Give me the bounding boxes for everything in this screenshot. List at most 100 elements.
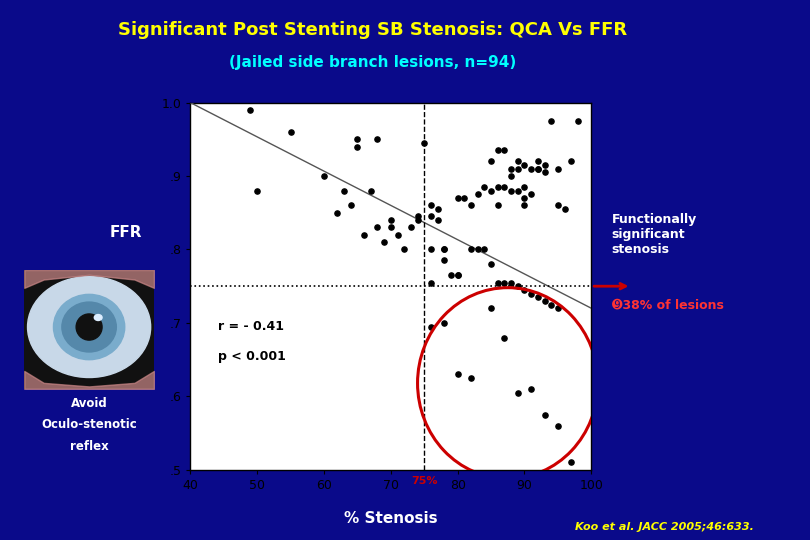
Point xyxy=(484,157,497,166)
Text: FFR: FFR xyxy=(109,225,142,240)
Point xyxy=(424,245,437,254)
Point xyxy=(351,143,364,151)
Point xyxy=(250,186,263,195)
Point xyxy=(511,157,524,166)
Ellipse shape xyxy=(53,294,125,360)
Point xyxy=(491,201,504,210)
Text: ➒38% of lesions: ➒38% of lesions xyxy=(612,299,723,312)
Point xyxy=(471,190,484,199)
Point xyxy=(465,374,478,382)
Point xyxy=(244,106,257,114)
Point xyxy=(437,245,450,254)
Point xyxy=(571,117,584,125)
Point xyxy=(531,164,544,173)
Point xyxy=(424,322,437,331)
Point xyxy=(351,135,364,144)
Point xyxy=(284,127,297,136)
Point xyxy=(445,271,458,280)
Point xyxy=(544,117,557,125)
Point xyxy=(518,201,531,210)
Point xyxy=(451,271,464,280)
Point xyxy=(330,208,343,217)
Ellipse shape xyxy=(62,302,117,352)
Text: r = - 0.41: r = - 0.41 xyxy=(219,320,284,333)
Point xyxy=(538,296,551,305)
Point xyxy=(491,183,504,191)
Point xyxy=(525,289,538,298)
Point xyxy=(518,183,531,191)
Point xyxy=(377,238,390,246)
Point xyxy=(484,260,497,268)
Point xyxy=(525,164,538,173)
Point xyxy=(518,194,531,202)
Point xyxy=(451,194,464,202)
Point xyxy=(478,245,491,254)
Point xyxy=(498,183,511,191)
Point xyxy=(384,223,397,232)
Point xyxy=(505,278,518,287)
Point xyxy=(391,231,404,239)
Text: Koo et al. JACC 2005;46:633.: Koo et al. JACC 2005;46:633. xyxy=(575,522,753,531)
Point xyxy=(411,216,424,225)
Point xyxy=(465,201,478,210)
Point xyxy=(437,256,450,265)
Text: Oculo-stenotic: Oculo-stenotic xyxy=(41,418,137,431)
Point xyxy=(538,410,551,419)
Point xyxy=(424,201,437,210)
Point xyxy=(451,370,464,379)
Point xyxy=(491,146,504,154)
Point xyxy=(531,157,544,166)
Point xyxy=(471,245,484,254)
Point xyxy=(431,205,444,213)
Point xyxy=(318,172,330,180)
Point xyxy=(552,201,565,210)
Point xyxy=(498,278,511,287)
Point xyxy=(465,245,478,254)
Point xyxy=(505,164,518,173)
Point xyxy=(451,271,464,280)
Point xyxy=(411,212,424,221)
Point xyxy=(565,157,578,166)
Text: Significant Post Stenting SB Stenosis: QCA Vs FFR: Significant Post Stenting SB Stenosis: Q… xyxy=(118,21,627,39)
Point xyxy=(418,139,431,147)
Point xyxy=(357,231,370,239)
Point xyxy=(478,183,491,191)
Point xyxy=(484,304,497,313)
Point xyxy=(498,146,511,154)
Point xyxy=(552,304,565,313)
Point xyxy=(538,168,551,177)
Point xyxy=(511,186,524,195)
Point xyxy=(511,164,524,173)
Point xyxy=(424,278,437,287)
Point xyxy=(505,186,518,195)
Text: Avoid: Avoid xyxy=(70,397,108,410)
Point xyxy=(437,245,450,254)
Point xyxy=(491,278,504,287)
Point xyxy=(384,216,397,225)
Point xyxy=(525,384,538,393)
Point xyxy=(398,245,411,254)
Point xyxy=(371,223,384,232)
Point xyxy=(437,319,450,327)
Point xyxy=(518,286,531,294)
Point xyxy=(558,205,571,213)
Text: reflex: reflex xyxy=(70,440,109,453)
Point xyxy=(371,135,384,144)
Text: Functionally
significant
stenosis: Functionally significant stenosis xyxy=(612,213,697,256)
Text: p < 0.001: p < 0.001 xyxy=(219,349,286,363)
Point xyxy=(531,164,544,173)
Ellipse shape xyxy=(94,314,102,320)
Point xyxy=(364,186,377,195)
Point xyxy=(458,194,471,202)
Text: 75%: 75% xyxy=(411,476,437,485)
Point xyxy=(538,161,551,170)
Point xyxy=(531,293,544,301)
Point xyxy=(552,421,565,430)
Ellipse shape xyxy=(28,276,151,377)
Point xyxy=(511,388,524,397)
Point xyxy=(424,212,437,221)
Text: % Stenosis: % Stenosis xyxy=(344,511,437,526)
Point xyxy=(404,223,417,232)
Point xyxy=(565,458,578,467)
Point xyxy=(344,201,357,210)
